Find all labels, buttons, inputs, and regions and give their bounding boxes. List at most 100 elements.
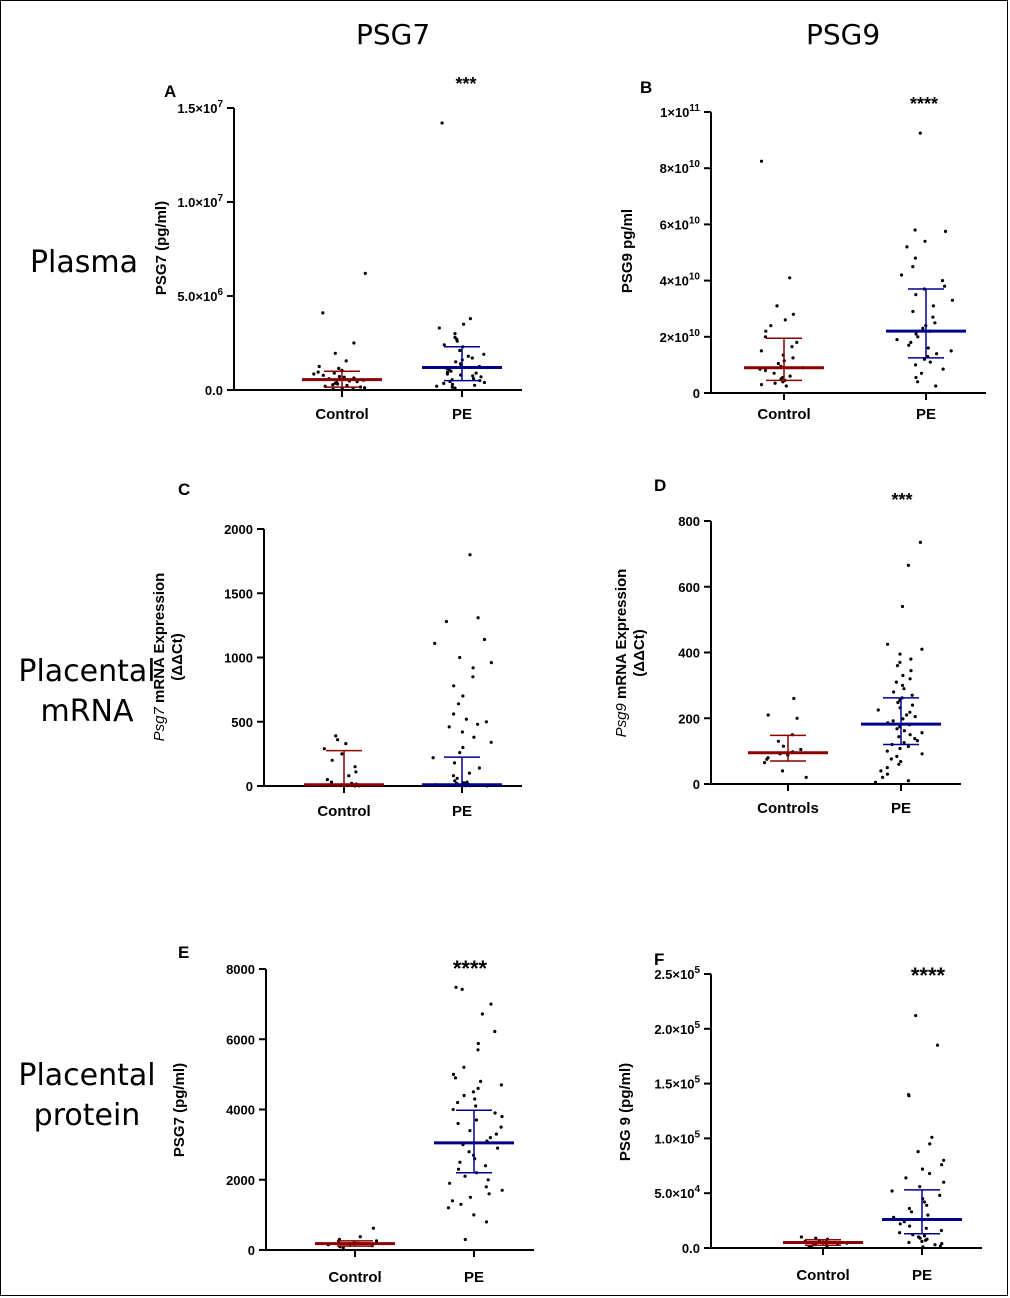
data-point xyxy=(461,694,465,698)
data-point xyxy=(898,652,902,656)
y-tick-label: 1×1011 xyxy=(660,103,700,120)
x-tick-label: Control xyxy=(315,406,368,423)
data-point xyxy=(337,374,341,379)
data-point xyxy=(476,1048,480,1052)
significance-stars: **** xyxy=(453,956,488,981)
data-point xyxy=(764,329,768,333)
data-point xyxy=(905,713,909,717)
data-point xyxy=(791,356,795,360)
y-tick-label: 2.5×105 xyxy=(654,965,700,982)
data-point xyxy=(456,702,461,706)
data-point xyxy=(489,1002,493,1006)
row-label-placental-mrna: Placental mRNA xyxy=(12,652,162,732)
data-point xyxy=(923,239,927,243)
data-point xyxy=(943,284,947,288)
data-point xyxy=(477,766,481,770)
data-point xyxy=(908,733,912,737)
data-point xyxy=(482,352,486,356)
data-point xyxy=(442,381,446,385)
data-point xyxy=(898,660,902,665)
significance-stars: *** xyxy=(891,490,912,510)
data-point xyxy=(941,367,945,371)
y-tick-label: 5.0×104 xyxy=(654,1184,700,1201)
data-point xyxy=(916,335,920,339)
data-point xyxy=(873,780,878,785)
data-point xyxy=(482,637,487,642)
data-point xyxy=(451,1107,455,1112)
data-point xyxy=(487,1192,491,1196)
data-point xyxy=(468,317,472,321)
y-tick-label: 8000 xyxy=(226,962,255,977)
data-point xyxy=(479,375,483,379)
y-tick-label: 500 xyxy=(231,715,253,730)
data-point xyxy=(766,713,770,717)
data-point xyxy=(938,1193,942,1197)
data-point xyxy=(781,744,786,748)
panel-letter: C xyxy=(178,480,190,499)
data-point xyxy=(911,309,915,314)
data-point xyxy=(913,228,917,232)
data-point xyxy=(484,720,488,724)
data-point xyxy=(446,1206,451,1210)
x-tick-label: Control xyxy=(317,803,370,820)
data-point xyxy=(931,304,936,308)
data-point xyxy=(899,760,903,764)
data-point xyxy=(935,352,939,356)
data-point xyxy=(920,752,924,756)
data-point xyxy=(879,769,883,773)
data-point xyxy=(759,383,764,387)
data-point xyxy=(455,339,459,343)
data-point xyxy=(784,384,788,388)
data-point xyxy=(340,387,344,391)
data-point xyxy=(456,1121,460,1126)
data-point xyxy=(449,369,453,373)
data-point xyxy=(935,1043,940,1047)
data-point xyxy=(453,1076,458,1080)
data-point xyxy=(909,669,913,673)
data-point xyxy=(914,332,918,336)
data-point xyxy=(450,385,454,389)
data-point xyxy=(363,271,367,275)
data-point xyxy=(435,384,439,388)
data-point xyxy=(891,719,895,723)
data-point xyxy=(484,1185,488,1189)
data-point xyxy=(466,354,470,358)
y-axis-label-line2: (ΔΔCt) xyxy=(169,633,186,680)
data-point xyxy=(914,293,918,297)
data-point xyxy=(463,1237,467,1242)
y-axis-label: PSG7 (pg/ml) xyxy=(171,1063,188,1157)
data-point xyxy=(895,754,899,759)
data-point xyxy=(451,1072,456,1076)
data-point xyxy=(934,384,938,388)
panel-letter: D xyxy=(654,476,666,495)
data-point xyxy=(458,655,462,660)
data-point xyxy=(479,1079,483,1083)
data-point xyxy=(910,703,915,707)
data-point xyxy=(933,321,937,325)
y-tick-label: 1500 xyxy=(224,586,253,601)
data-point xyxy=(933,1243,937,1247)
y-tick-label: 4×1010 xyxy=(660,272,701,289)
data-point xyxy=(344,742,348,746)
data-point xyxy=(500,1188,504,1192)
data-point xyxy=(921,326,925,330)
data-point xyxy=(316,370,320,374)
data-point xyxy=(452,712,456,716)
data-point xyxy=(452,684,456,688)
data-point xyxy=(902,741,906,745)
data-point xyxy=(919,371,924,375)
data-point xyxy=(918,1236,922,1240)
x-tick-label: PE xyxy=(912,1267,932,1284)
data-point xyxy=(930,1135,934,1139)
data-point xyxy=(353,765,357,769)
y-axis-label: PSG9 pg/ml xyxy=(619,209,636,293)
y-tick-label: 600 xyxy=(678,580,700,595)
data-point xyxy=(325,778,329,782)
data-point xyxy=(464,717,468,721)
data-point xyxy=(444,619,448,624)
data-point xyxy=(925,1203,929,1207)
data-point xyxy=(923,1238,928,1242)
data-point xyxy=(909,1210,914,1214)
data-point xyxy=(911,265,915,269)
